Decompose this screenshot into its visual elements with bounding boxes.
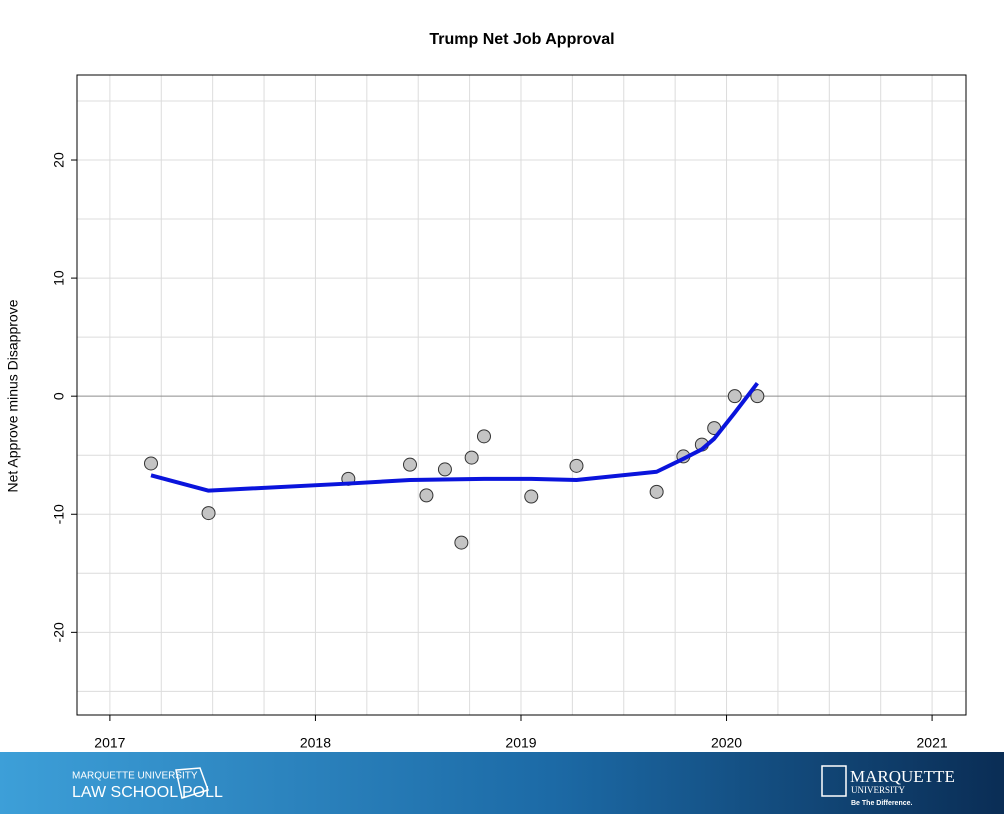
- footer-text: Be The Difference.: [851, 800, 913, 807]
- data-point: [437, 462, 452, 477]
- footer: MARQUETTE UNIVERSITY LAW SCHOOL POLL MAR…: [0, 752, 1004, 814]
- footer-band: [0, 752, 1004, 814]
- x-tick-label: 2021: [917, 735, 948, 751]
- footer-text: MARQUETTE: [850, 767, 955, 786]
- chart-title: Trump Net Job Approval: [429, 31, 614, 48]
- data-point: [454, 535, 469, 550]
- data-point: [649, 484, 664, 499]
- y-tick-label: 0: [51, 392, 67, 400]
- y-tick-label: 20: [51, 152, 67, 168]
- x-tick-label: 2017: [94, 735, 125, 751]
- y-tick-label: -10: [51, 504, 67, 524]
- data-point: [476, 429, 491, 444]
- data-point: [727, 389, 742, 404]
- x-tick-label: 2019: [505, 735, 536, 751]
- data-point: [524, 489, 539, 504]
- data-point: [750, 389, 765, 404]
- data-point: [143, 456, 158, 471]
- x-tick-label: 2018: [300, 735, 331, 751]
- data-point: [402, 457, 417, 472]
- x-tick-label: 2020: [711, 735, 742, 751]
- data-point: [464, 450, 479, 465]
- plot-area: -20 -10 0 10 20 2017 2018 2019 2020 2021: [51, 74, 967, 751]
- y-tick-label: -20: [51, 622, 67, 642]
- y-axis-label: Net Approve minus Disapprove: [5, 299, 21, 492]
- logo-icon: [821, 765, 847, 797]
- trend-line: [150, 381, 759, 493]
- data-point: [201, 506, 216, 521]
- data-point: [419, 488, 434, 503]
- logo-icon: [175, 767, 209, 799]
- footer-text: UNIVERSITY: [851, 785, 905, 795]
- y-tick-label: 10: [51, 270, 67, 286]
- plot-border: [76, 74, 967, 716]
- data-point: [569, 458, 584, 473]
- footer-text: MARQUETTE UNIVERSITY: [72, 771, 198, 782]
